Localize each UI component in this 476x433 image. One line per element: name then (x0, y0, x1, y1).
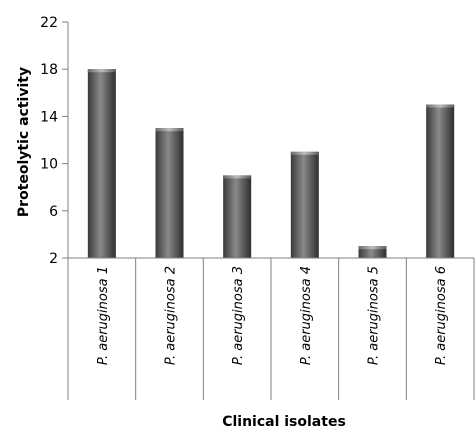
x-category-label: P. aeruginosa 3 (231, 266, 246, 365)
bar-cap (358, 246, 387, 250)
x-axis-title: Clinical isolates (222, 414, 346, 430)
bar-body (290, 151, 319, 258)
y-tick-label: 18 (40, 62, 58, 78)
bar (223, 175, 252, 258)
bar-body (426, 104, 455, 258)
x-category-label: P. aeruginosa 5 (367, 266, 382, 365)
bar (290, 151, 319, 258)
bar-cap (290, 151, 319, 155)
bar (426, 104, 455, 258)
x-category-label: P. aeruginosa 1 (96, 266, 111, 365)
y-tick-label: 6 (49, 204, 58, 220)
bars (87, 69, 455, 258)
bar-cap (426, 104, 455, 108)
bar-cap (155, 128, 184, 132)
bar-cap (87, 69, 116, 73)
bar (155, 128, 184, 258)
x-category-label: P. aeruginosa 6 (434, 266, 449, 365)
y-tick-label: 2 (49, 251, 58, 267)
y-axis-title: Proteolytic activity (16, 67, 32, 217)
bar-body (155, 128, 184, 258)
y-axis-ticks: 2 6 10 14 18 22 (40, 15, 68, 267)
y-tick-label: 22 (40, 15, 58, 31)
y-tick-label: 10 (40, 157, 58, 173)
bar-cap (223, 175, 252, 179)
category-labels: P. aeruginosa 1 P. aeruginosa 2 P. aerugin… (67, 258, 475, 400)
bar-body (223, 175, 252, 258)
x-category-label: P. aeruginosa 4 (299, 266, 314, 365)
y-tick-label: 14 (40, 109, 58, 125)
bar-body (87, 69, 116, 258)
bar (358, 246, 387, 258)
axes (67, 22, 474, 259)
bar-body (358, 246, 387, 258)
bar (87, 69, 116, 258)
x-category-label: P. aeruginosa 2 (164, 266, 179, 365)
